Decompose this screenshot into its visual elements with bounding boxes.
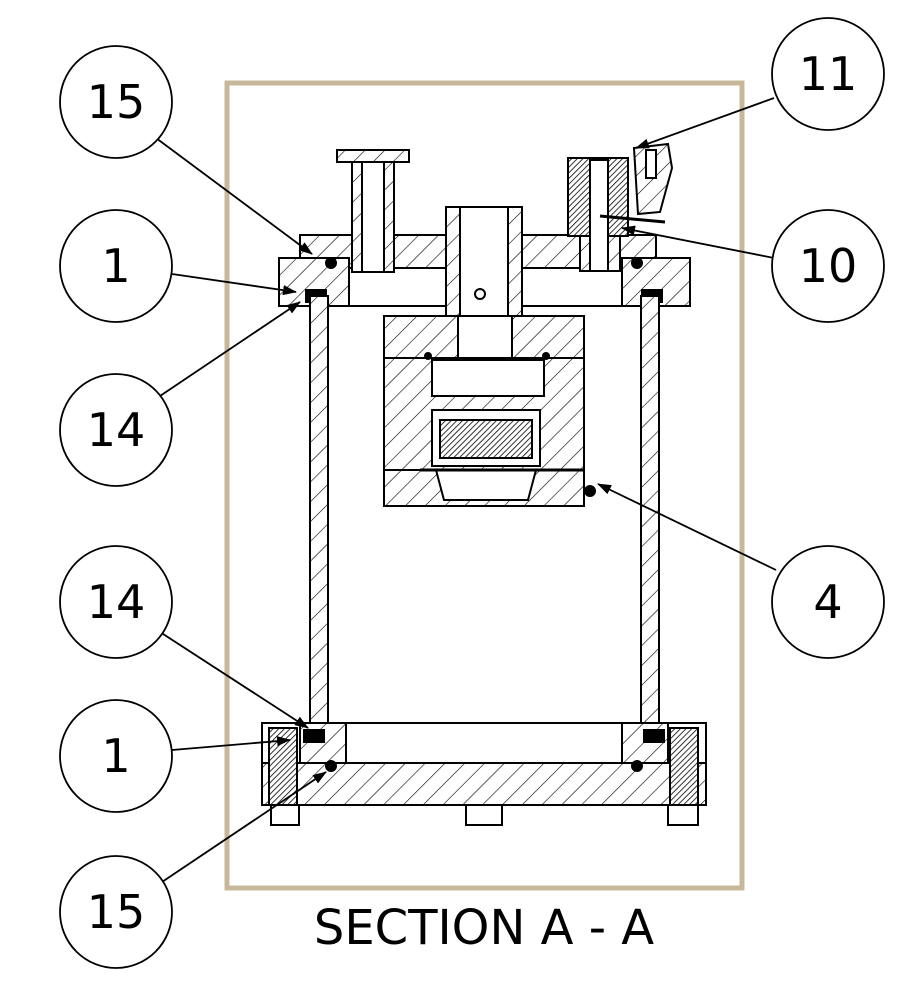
balloon-14-top-label: 14 xyxy=(87,403,146,457)
balloon-10-label: 10 xyxy=(799,239,858,293)
cell-assembly xyxy=(383,315,596,507)
balloon-4-label: 4 xyxy=(813,575,842,629)
balloon-10: 10 xyxy=(771,209,885,323)
balloon-15-bottom: 15 xyxy=(59,855,173,969)
section-frame xyxy=(224,80,745,891)
balloon-14-top: 14 xyxy=(59,373,173,487)
balloon-11: 11 xyxy=(771,17,885,131)
balloon-11-label: 11 xyxy=(799,47,858,101)
bottom-base xyxy=(261,722,707,826)
balloon-1-bottom: 1 xyxy=(59,699,173,813)
balloon-14-bottom: 14 xyxy=(59,545,173,659)
balloon-15-top-label: 15 xyxy=(87,75,146,129)
section-title: SECTION A - A xyxy=(314,900,654,956)
balloon-1-top: 1 xyxy=(59,209,173,323)
balloon-14-bottom-label: 14 xyxy=(87,575,146,629)
balloon-1-bottom-label: 1 xyxy=(101,729,130,783)
balloon-15-bottom-label: 15 xyxy=(87,885,146,939)
balloon-1-top-label: 1 xyxy=(101,239,130,293)
balloon-4: 4 xyxy=(771,545,885,659)
balloon-15-top: 15 xyxy=(59,45,173,159)
leader-lines xyxy=(155,97,777,883)
